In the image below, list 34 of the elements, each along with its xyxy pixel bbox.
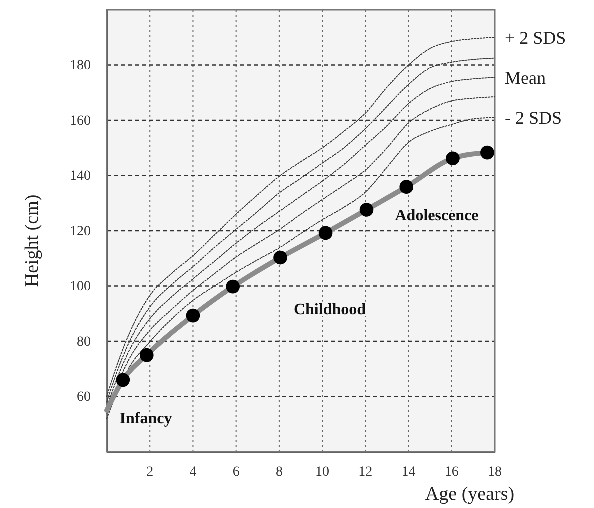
x-axis-title: Age (years) [425,484,515,505]
y-tick-label: 60 [77,390,91,406]
x-tick-label: 6 [232,464,240,480]
annotation: Childhood [294,302,366,319]
series-label: - 2 SDS [505,108,562,128]
y-tick-label: 140 [70,169,91,184]
x-tick-label: 16 [444,464,459,480]
series-label: Mean [505,68,546,88]
point [480,146,494,160]
y-tick-label: 180 [70,58,91,74]
point [116,373,130,388]
point [400,180,414,194]
point [360,203,374,217]
x-tick-label: 10 [316,464,330,480]
x-tick-label: 12 [358,464,373,480]
y-tick-label: 120 [70,224,91,240]
point [140,348,154,362]
y-axis-title: Height (cm) [22,194,43,288]
x-tick-label: 18 [488,464,502,480]
y-tick-label: 80 [77,334,91,350]
point [318,226,333,240]
point [446,152,460,166]
annotation: Infancy [120,410,172,428]
point [186,308,200,323]
x-tick-label: 2 [146,464,154,480]
series-label: + 2 SDS [505,28,566,48]
annotation: Adolescence [395,208,479,225]
point [274,250,288,265]
y-tick-label: 160 [70,114,91,129]
y-tick-label: 100 [70,280,91,295]
x-tick-label: 8 [276,464,283,480]
x-tick-label: 14 [402,464,416,480]
point [226,280,240,294]
x-tick-label: 4 [190,464,197,480]
